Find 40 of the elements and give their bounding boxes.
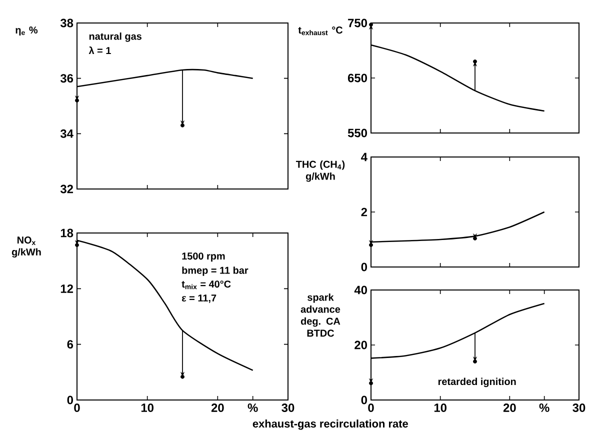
- y-tick-label: 0: [361, 262, 367, 272]
- y-tick-label: 550: [348, 128, 367, 138]
- y-tick-label: 4: [361, 152, 368, 162]
- y-tick-label: 18: [60, 228, 74, 238]
- y-tick-label: 20: [354, 340, 367, 350]
- x-tick-label: 20: [211, 404, 224, 412]
- y-axis-title: spark advance deg. CA BTDC: [300, 294, 340, 337]
- y-tick-label: 0: [361, 396, 367, 404]
- annotation: 1500 rpm: [182, 252, 225, 262]
- y-tick-label: 40: [354, 286, 367, 294]
- x-tick-label: 10: [434, 404, 446, 412]
- annotation: ε = 11,7: [182, 294, 216, 303]
- x-tick-label: %: [539, 404, 550, 412]
- x-tick-label: 0: [74, 404, 80, 412]
- y-axis-title: η$_{e}$ %: [16, 26, 38, 36]
- x-tick-label: 30: [572, 404, 586, 412]
- y-tick-label: 32: [60, 184, 73, 194]
- y-tick-label: 34: [60, 129, 74, 138]
- y-tick-label: 36: [60, 74, 74, 83]
- annotation: natural gas: [89, 32, 142, 42]
- annotation: retarded ignition: [438, 378, 516, 388]
- x-tick-label: %: [248, 404, 258, 412]
- x-tick-label: 30: [282, 404, 294, 412]
- x-tick-label: 10: [141, 404, 154, 412]
- y-tick-label: 0: [67, 396, 73, 404]
- x-axis-title: exhaust-gas recirculation rate: [252, 420, 408, 430]
- y-axis-title: t$_{exhaust}$ °C: [298, 26, 343, 36]
- y-axis-title: NO$_{x}$ g/kWh: [12, 236, 41, 258]
- y-tick-label: 750: [348, 18, 367, 28]
- annotation: bmep = 11 bar: [182, 266, 248, 276]
- x-tick-label: 20: [503, 404, 516, 412]
- y-axis-title: THC (CH$_{4}$) g/kWh: [296, 160, 345, 182]
- annotation: λ = 1: [88, 46, 111, 54]
- y-tick-label: 6: [67, 340, 74, 349]
- y-tick-label: 38: [60, 18, 74, 28]
- y-tick-label: 650: [348, 74, 367, 82]
- y-tick-label: 2: [361, 208, 368, 216]
- x-tick-label: 0: [368, 404, 374, 412]
- y-tick-label: 12: [60, 284, 73, 293]
- annotation: t$_{mix}$ = 40°C: [182, 280, 231, 290]
